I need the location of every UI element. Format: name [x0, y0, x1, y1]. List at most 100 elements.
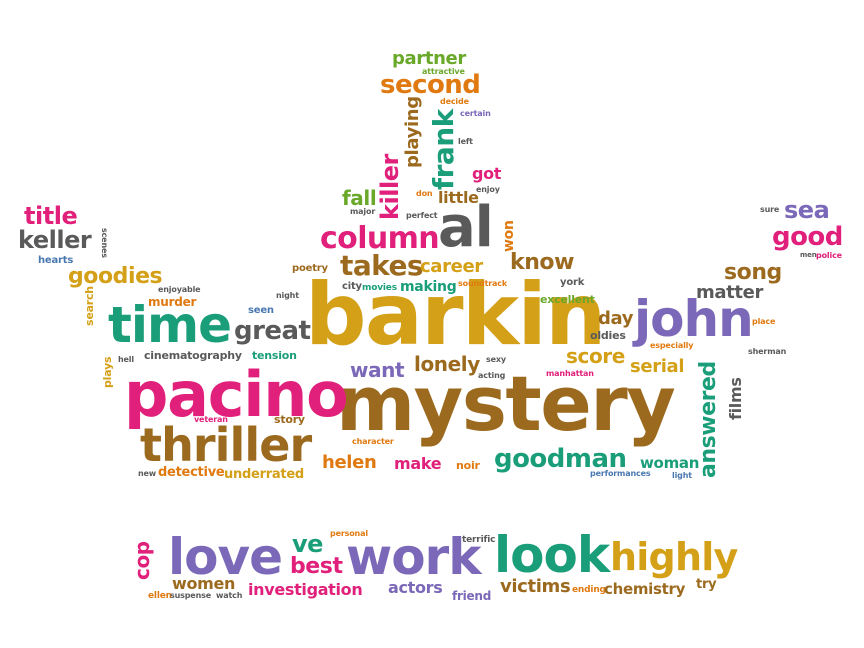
word-enjoyable: enjoyable [158, 285, 201, 294]
word-frank: frank [427, 109, 460, 190]
word-killer: killer [376, 154, 404, 220]
word-veteran: veteran [194, 415, 228, 424]
word-john: john [634, 290, 754, 348]
word-best: best [290, 554, 343, 579]
word-thriller: thriller [140, 418, 312, 472]
word-make: make [394, 454, 442, 473]
word-cop: cop [130, 541, 154, 580]
word-look: look [494, 526, 610, 584]
word-place: place [752, 317, 776, 326]
word-movies: movies [362, 283, 397, 293]
word-making: making [400, 279, 457, 295]
word-pacino: pacino [124, 358, 349, 431]
word-work: work [346, 528, 481, 586]
word-films: films [726, 377, 745, 420]
word-sure: sure [760, 205, 780, 214]
word-highly: highly [610, 535, 738, 579]
word-know: know [510, 250, 574, 275]
word-column: column [320, 221, 440, 256]
word-woman: woman [640, 454, 700, 472]
word-plays: plays [101, 356, 114, 388]
word-won: won [501, 220, 517, 252]
word-left: left [458, 137, 473, 146]
word-especially: especially [650, 341, 694, 350]
word-excellent: excellent [540, 293, 595, 306]
word-decide: decide [440, 97, 469, 106]
word-chemistry: chemistry [604, 580, 686, 598]
word-detective: detective [158, 465, 225, 480]
word-investigation: investigation [248, 580, 363, 599]
word-search: search [83, 286, 96, 326]
word-want: want [350, 358, 405, 382]
word-hell: hell [118, 355, 134, 364]
word-great: great [234, 316, 311, 346]
word-murder: murder [148, 295, 197, 309]
word-suspense: suspense [170, 591, 211, 600]
word-ellen: ellen [148, 591, 172, 601]
word-actors: actors [388, 578, 443, 597]
word-acting: acting [478, 371, 506, 380]
word-lonely: lonely [414, 352, 480, 376]
word-women: women [172, 574, 236, 593]
word-personal: personal [330, 529, 368, 538]
word-day: day [598, 308, 634, 329]
word-performances: performances [590, 469, 651, 478]
word-oldies: oldies [590, 329, 626, 342]
word-sea: sea [784, 196, 830, 224]
word-cinematography: cinematography [144, 349, 242, 362]
word-ending: ending [572, 585, 606, 595]
word-mystery: mystery [336, 359, 676, 448]
word-goodman: goodman [494, 444, 627, 474]
word-city: city [342, 281, 362, 292]
word-poetry: poetry [292, 263, 328, 274]
word-little: little [438, 188, 479, 207]
word-matter: matter [696, 282, 764, 303]
word-men: men [800, 251, 817, 259]
word-character: character [352, 437, 394, 446]
word-fall: fall [342, 186, 377, 210]
word-night: night [276, 291, 299, 300]
word-ve: ve [292, 530, 323, 558]
word-answered: answered [696, 361, 721, 478]
word-time: time [108, 296, 232, 354]
word-terrific: terrific [462, 535, 496, 545]
word-tension: tension [252, 349, 297, 362]
word-sherman: sherman [748, 347, 787, 356]
word-got: got [472, 164, 502, 183]
word-sexy: sexy [486, 355, 506, 364]
word-al: al [438, 195, 494, 260]
word-career: career [420, 256, 483, 277]
word-try: try [696, 577, 717, 592]
word-score: score [566, 344, 625, 368]
word-underrated: underrated [224, 467, 304, 482]
word-certain: certain [460, 109, 491, 118]
word-watch: watch [216, 591, 243, 600]
word-hearts: hearts [38, 255, 74, 266]
word-police: police [816, 251, 842, 260]
word-song: song [724, 260, 782, 285]
word-title: title [24, 202, 78, 230]
word-perfect: perfect [406, 211, 438, 220]
word-soundtrack: soundtrack [458, 279, 508, 288]
word-seen: seen [248, 305, 274, 316]
word-keller: keller [18, 226, 92, 254]
word-major: major [350, 207, 376, 216]
word-story: story [274, 413, 305, 426]
word-scenes: scenes [100, 228, 109, 258]
word-helen: helen [322, 452, 377, 473]
word-victims: victims [500, 576, 571, 597]
word-takes: takes [340, 249, 424, 282]
word-light: light [672, 471, 692, 480]
word-barkin: barkin [305, 265, 606, 365]
word-love: love [168, 528, 283, 586]
word-york: york [560, 277, 585, 288]
word-enjoy: enjoy [476, 185, 500, 194]
word-good: good [772, 222, 843, 252]
word-playing: playing [402, 96, 423, 168]
word-manhattan: manhattan [546, 369, 594, 378]
word-attractive: attractive [422, 67, 465, 76]
word-don: don [416, 189, 433, 198]
word-friend: friend [452, 589, 492, 603]
word-noir: noir [456, 459, 480, 472]
